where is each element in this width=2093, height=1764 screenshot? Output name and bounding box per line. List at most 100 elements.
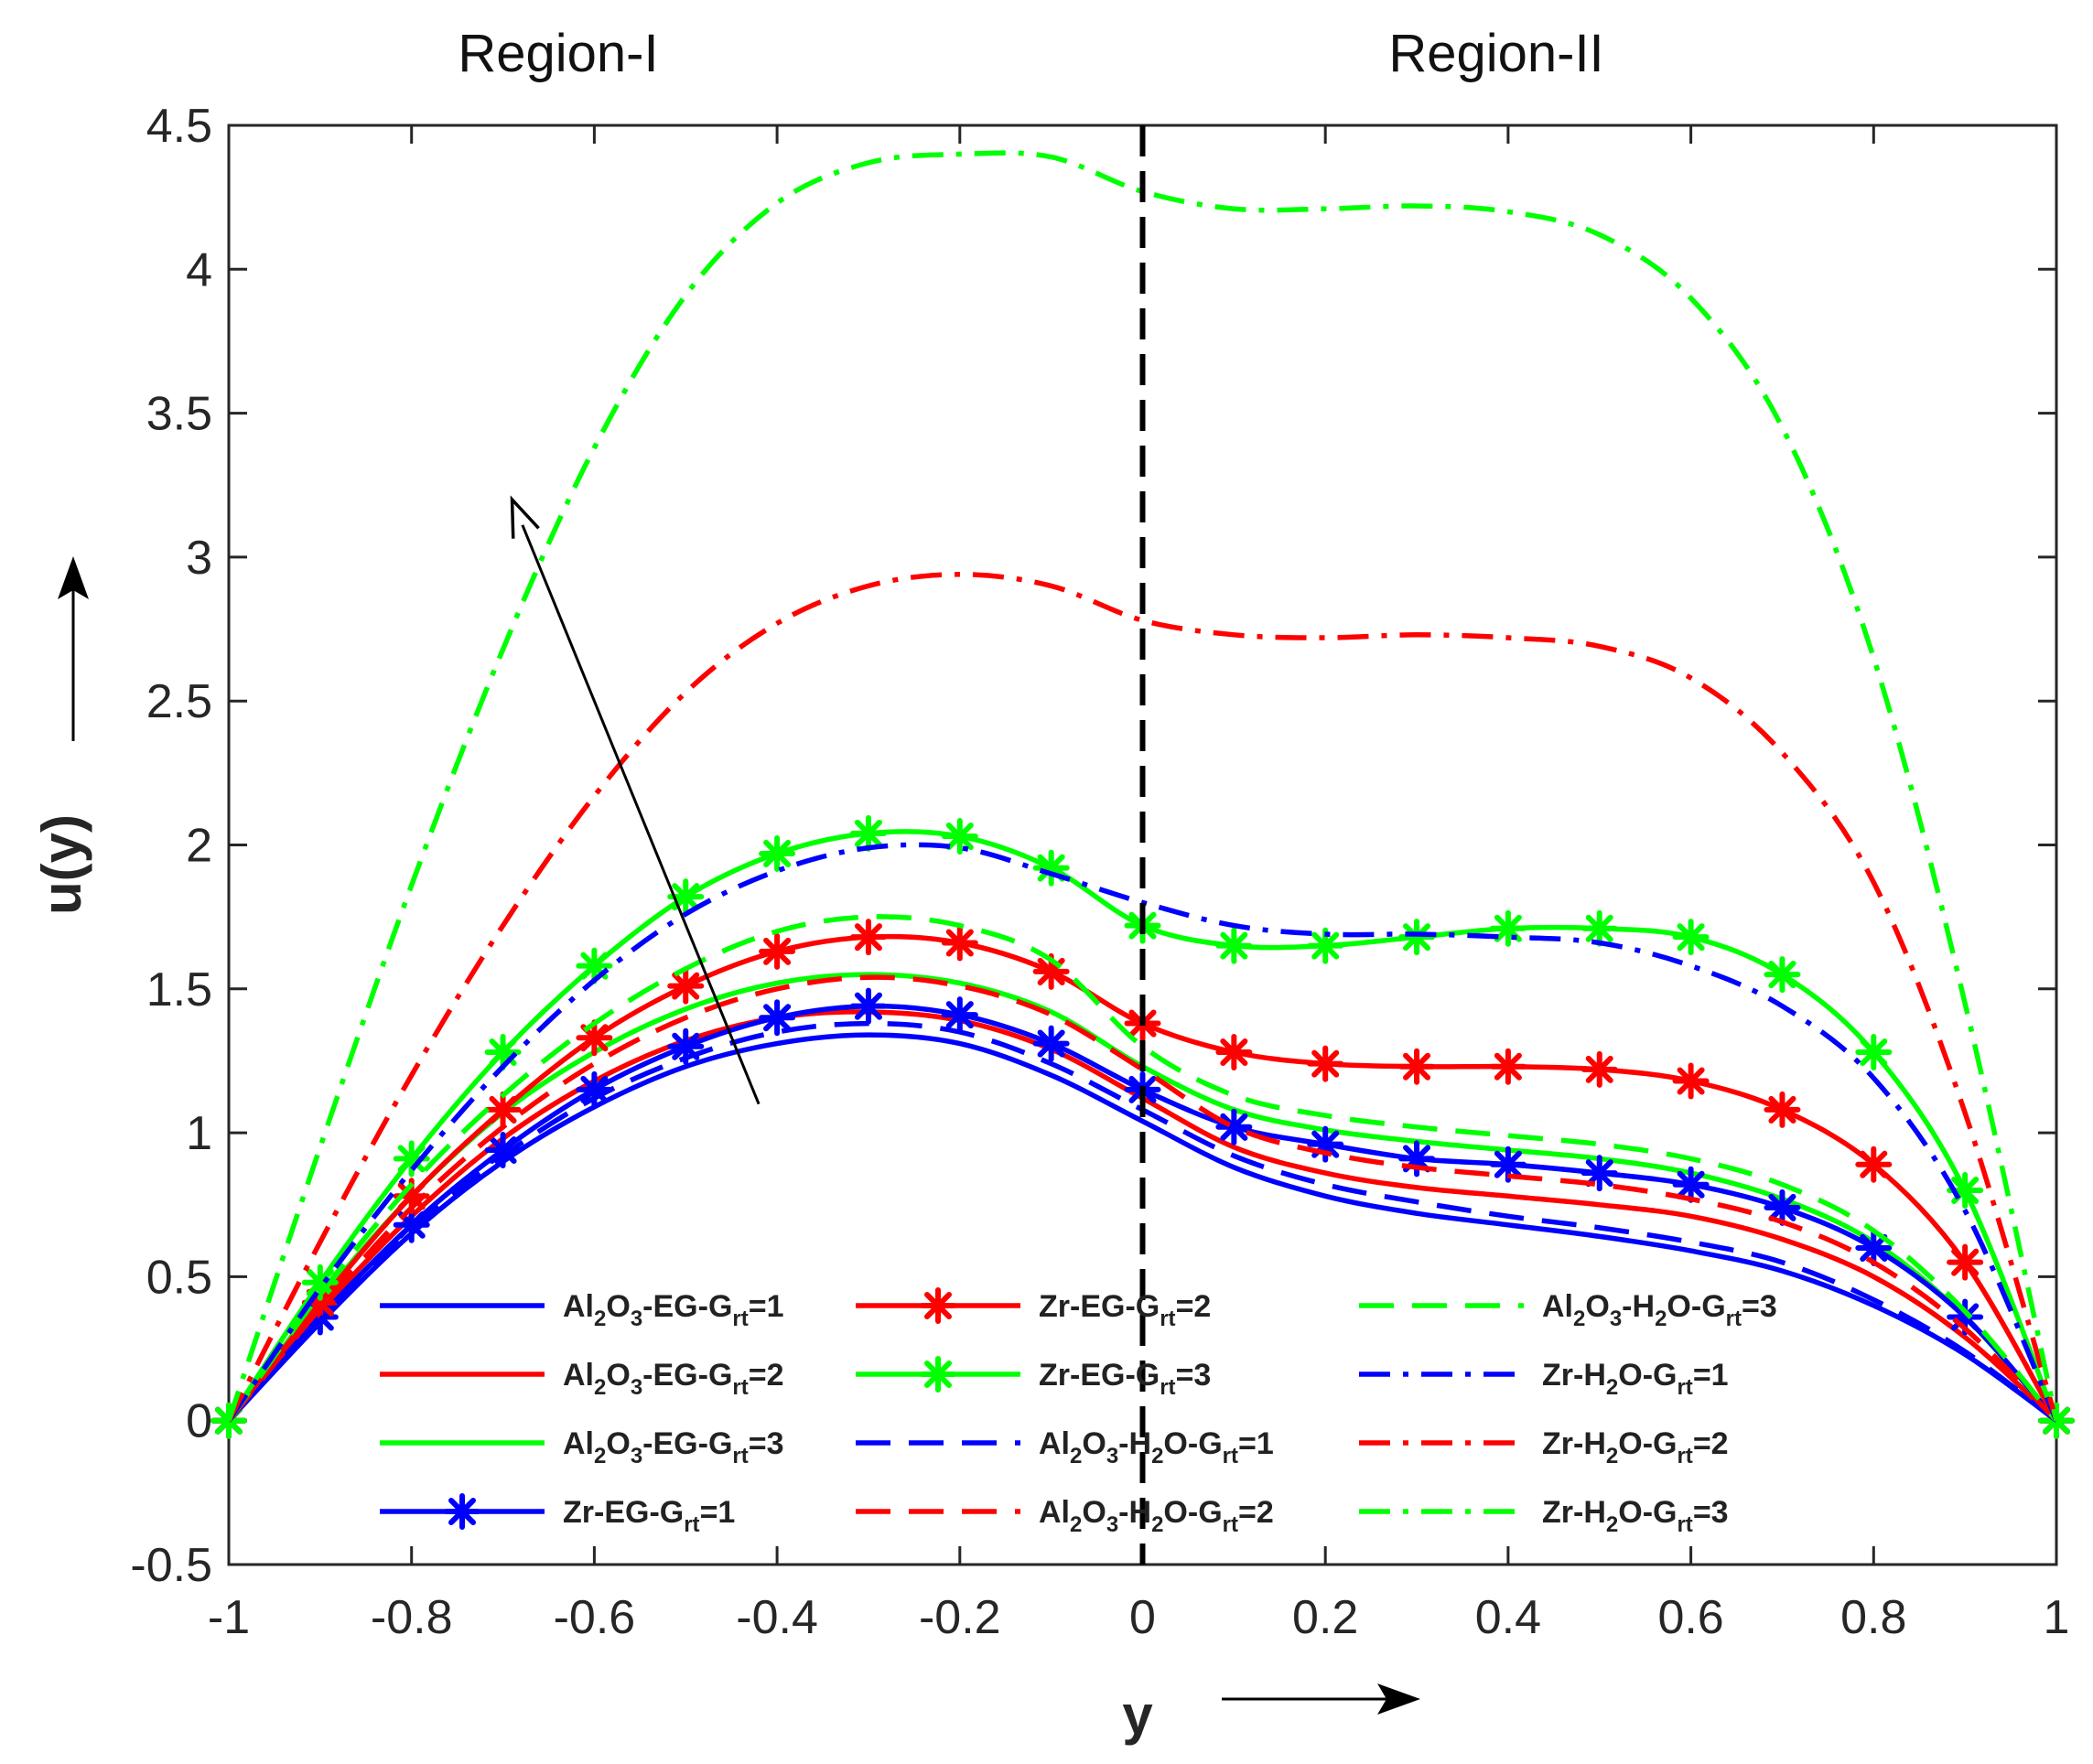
legend-label-part: =1	[700, 1495, 736, 1530]
legend-label-part: =2	[1176, 1289, 1212, 1324]
legend-label-subscript: 3	[631, 1375, 642, 1400]
x-tick-label: -0.4	[736, 1591, 818, 1644]
legend-label-part: =1	[1238, 1426, 1274, 1461]
legend-label-subscript: rt	[1726, 1307, 1742, 1331]
data-point-marker	[1398, 919, 1436, 956]
x-tick-label: 0.8	[1840, 1591, 1906, 1644]
star-marker-stroke	[672, 1032, 700, 1060]
data-point-marker	[1855, 1146, 1893, 1183]
legend-label-part: O-G	[1618, 1358, 1677, 1393]
legend-label-subscript: 2	[594, 1444, 606, 1468]
legend-label-part: =1	[749, 1289, 784, 1324]
star-marker-stroke	[923, 1291, 953, 1320]
star-marker-stroke	[1768, 1095, 1796, 1124]
trend-arrow-shaft	[521, 524, 761, 1105]
legend-label-part: Al	[1039, 1495, 1070, 1530]
x-tick-label: -0.8	[371, 1591, 453, 1644]
data-point-marker	[1672, 1166, 1710, 1203]
legend-label-part: -H	[1118, 1426, 1151, 1461]
star-marker-stroke	[1860, 1150, 1888, 1178]
star-marker-stroke	[1585, 1159, 1613, 1188]
plot-area: -1 -0.8 -0.6 -0.4 -0.2 0 0.2 0.4 0.6 0.8 1 -0.5 0 0.5…	[130, 100, 2075, 1644]
legend-label-part: O-G	[1163, 1426, 1222, 1461]
legend-item: Zr-H2O-Grt=3	[1359, 1495, 1729, 1537]
data-point-marker	[1489, 1048, 1527, 1085]
x-tick-label: 0	[1129, 1591, 1156, 1644]
y-tick-label: 1	[186, 1107, 212, 1160]
legend-label-part: O	[1082, 1495, 1106, 1530]
y-tick-label: 4.5	[146, 100, 212, 153]
data-point-marker	[484, 1131, 522, 1168]
legend-item: Zr-H2O-Grt=2	[1359, 1426, 1729, 1468]
star-marker-stroke	[1585, 914, 1613, 942]
star-marker-stroke	[489, 1095, 517, 1124]
legend-label-subscript: rt	[1223, 1444, 1238, 1468]
y-tick-label: 3.5	[146, 388, 212, 441]
legend-label-subscript: 2	[1606, 1375, 1618, 1400]
legend-label-part: Zr-EG-G	[1039, 1289, 1160, 1324]
legend-item: Zr-H2O-Grt=1	[1359, 1358, 1729, 1400]
data-point-marker	[1764, 1091, 1801, 1128]
legend-label-subscript: rt	[1160, 1375, 1175, 1400]
legend-label-part: =2	[1693, 1426, 1729, 1461]
legend-label-subscript: 2	[1573, 1307, 1585, 1331]
y-tick-label: 4	[186, 243, 212, 296]
star-marker-stroke	[1860, 1038, 1888, 1067]
series-line	[226, 1020, 2058, 1423]
star-marker-stroke	[397, 1182, 426, 1210]
legend-item: Al2O3-H2O-Grt=2	[856, 1495, 1274, 1537]
data-point-marker	[667, 967, 705, 1005]
star-marker-stroke	[1494, 914, 1522, 942]
data-point-marker	[759, 999, 796, 1037]
legend-label-subscript: rt	[1223, 1512, 1238, 1537]
star-marker-stroke	[1677, 1067, 1705, 1095]
legend-label-subscript: rt	[1677, 1444, 1692, 1468]
legend-label-part: Zr-H	[1542, 1358, 1606, 1393]
data-point-marker	[1855, 1229, 1893, 1266]
legend-label-part: O	[606, 1358, 630, 1393]
data-point-marker	[1672, 1062, 1710, 1100]
star-marker-stroke	[854, 819, 882, 847]
legend-item: Zr-EG-Grt=3	[856, 1356, 1211, 1400]
legend-item: Al2O3-EG-Grt=2	[380, 1358, 784, 1400]
legend-label-subscript: rt	[684, 1512, 699, 1537]
star-marker-stroke	[1220, 1038, 1248, 1067]
legend-label-part: Al	[563, 1358, 594, 1393]
data-point-marker	[1581, 909, 1618, 947]
data-point-marker	[1215, 1108, 1253, 1146]
legend-label-part: Zr-EG-G	[1039, 1358, 1160, 1393]
star-marker-stroke	[1037, 854, 1065, 882]
legend-label-part: -EG-G	[642, 1289, 732, 1324]
legend-label-subscript: 2	[1606, 1512, 1618, 1537]
data-point-marker	[1581, 1050, 1618, 1088]
legend-label-part: =3	[1742, 1289, 1777, 1324]
data-point-marker	[1947, 1243, 1984, 1281]
legend-label-part: Al	[1039, 1426, 1070, 1461]
x-tick-label: 0.6	[1657, 1591, 1723, 1644]
legend-item: Al2O3-H2O-Grt=3	[1359, 1289, 1777, 1331]
star-marker-stroke	[1585, 1055, 1613, 1083]
legend-label-subscript: 3	[631, 1444, 642, 1468]
legend: Al2O3-EG-Grt=1Al2O3-EG-Grt=2Al2O3-EG-Grt…	[380, 1287, 1777, 1537]
legend-label-subscript: 3	[1106, 1444, 1118, 1468]
star-marker-stroke	[1220, 931, 1248, 960]
data-point-marker	[576, 947, 613, 984]
legend-label-subscript: rt	[732, 1375, 748, 1400]
series-12	[226, 150, 2059, 1422]
legend-label: Zr-H2O-Grt=3	[1542, 1495, 1729, 1537]
x-tick-label: -1	[208, 1591, 250, 1644]
legend-label-part: O	[606, 1426, 630, 1461]
star-marker-stroke	[1494, 1150, 1522, 1178]
legend-label: Al2O3-EG-Grt=2	[563, 1358, 784, 1400]
series-line	[226, 150, 2059, 1422]
y-axis-arrow	[58, 556, 89, 741]
star-marker-stroke	[672, 972, 700, 1000]
legend-label-part: O-G	[1667, 1289, 1725, 1324]
star-marker-stroke	[1037, 1029, 1065, 1058]
data-point-marker	[1489, 1146, 1527, 1183]
legend-label-part: Al	[563, 1426, 594, 1461]
data-point-marker	[1764, 956, 1801, 994]
star-marker-stroke	[1220, 1113, 1248, 1141]
